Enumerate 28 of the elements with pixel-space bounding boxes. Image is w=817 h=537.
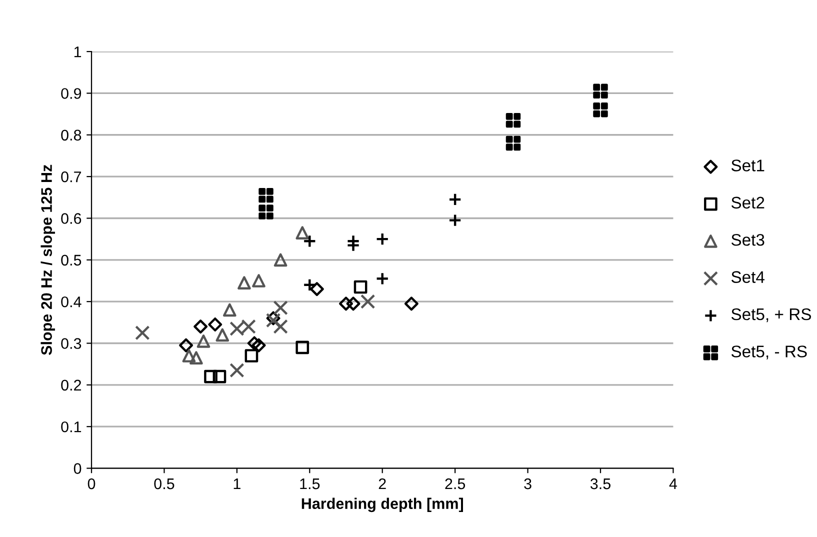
x-tick-label: 4	[669, 478, 678, 490]
x-axis-title: Hardening depth [mm]	[302, 498, 463, 512]
legend-label: Set5, + RS	[731, 308, 811, 322]
x-tick-label: 0	[88, 478, 96, 490]
y-tick-label: 0.3	[61, 338, 82, 349]
y-tick-label: 0.5	[61, 254, 82, 266]
y-tick-label: 0.1	[61, 421, 82, 432]
y-tick-label: 1	[74, 46, 82, 58]
legend-label: Set2	[731, 196, 764, 209]
y-tick-label: 0.7	[61, 171, 82, 182]
y-tick-label: 0.9	[61, 88, 82, 99]
legend-label: Set5, - RS	[731, 346, 807, 360]
x-tick-label: 0.5	[154, 478, 174, 490]
x-tick-label: 2	[378, 478, 386, 490]
x-tick-label: 3.5	[590, 478, 610, 490]
legend-label: Set4	[731, 271, 764, 283]
legend-label: Set3	[731, 234, 764, 246]
y-tick-label: 0	[74, 463, 82, 474]
x-tick-label: 1	[234, 478, 240, 490]
y-tick-label: 0.6	[61, 213, 82, 224]
x-tick-label: 3	[524, 478, 532, 490]
y-axis-title: Slope 20 Hz / slope 125 Hz	[40, 164, 55, 355]
x-tick-label: 1.5	[300, 478, 320, 490]
y-tick-label: 0.2	[61, 380, 82, 391]
legend-label: Set1	[731, 160, 764, 172]
y-tick-label: 0.8	[61, 130, 82, 141]
x-tick-label: 2.5	[445, 478, 466, 490]
y-tick-label: 0.4	[61, 296, 82, 308]
